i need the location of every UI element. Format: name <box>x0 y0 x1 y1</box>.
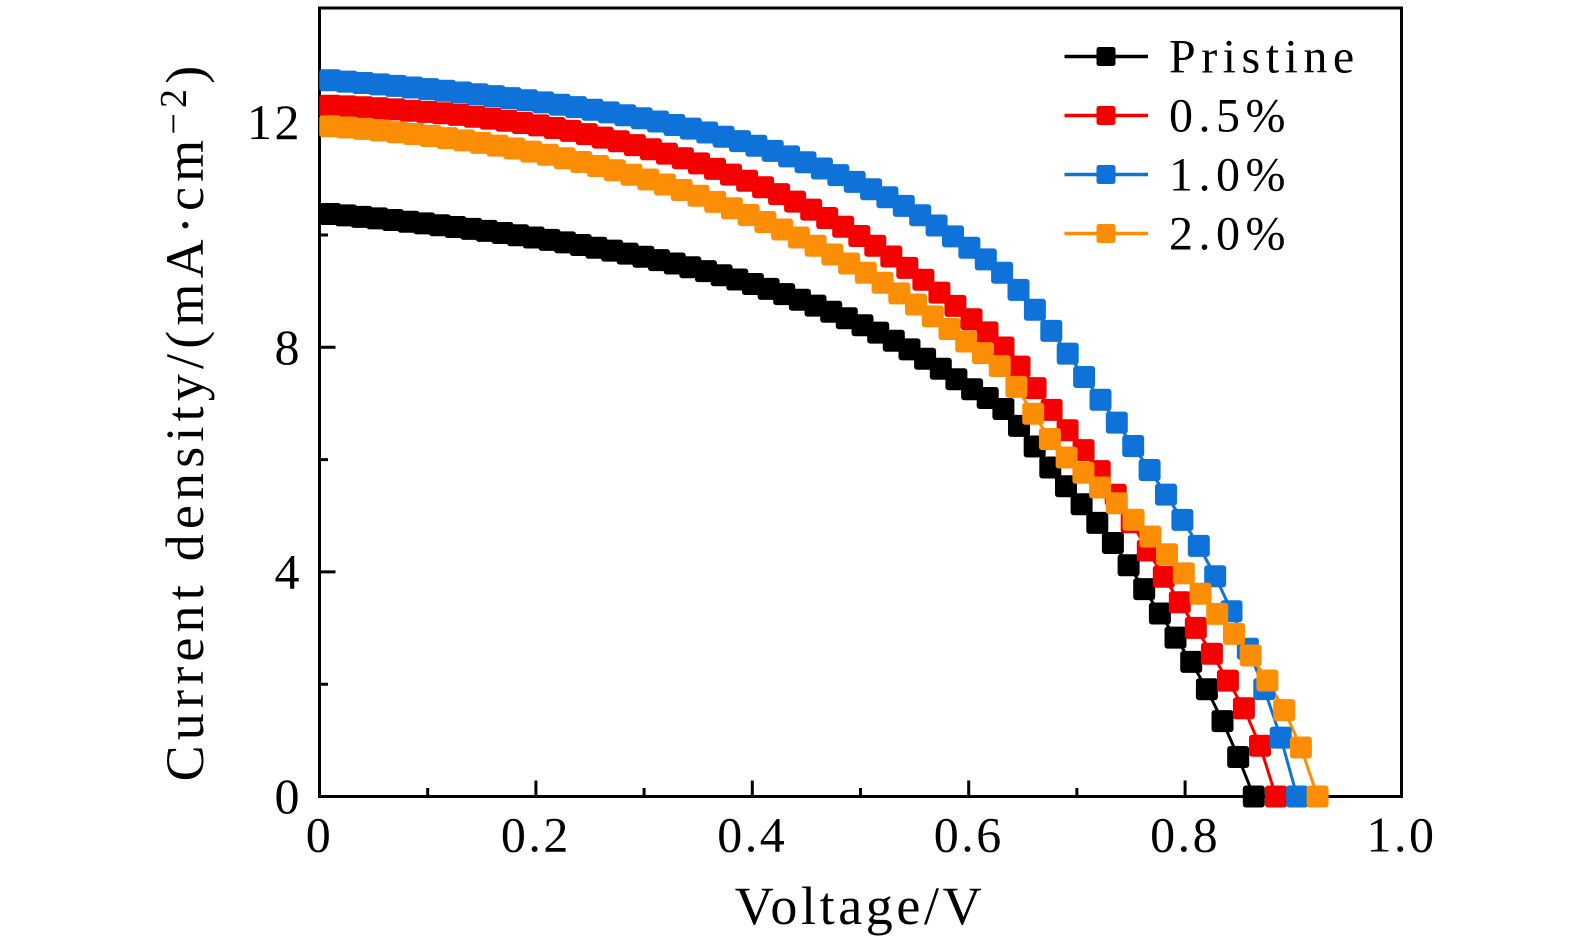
svg-text:2.0%: 2.0% <box>1169 208 1291 261</box>
svg-text:0: 0 <box>275 768 303 824</box>
svg-text:Voltage/V: Voltage/V <box>735 876 985 936</box>
svg-text:0.4: 0.4 <box>717 807 787 863</box>
svg-text:0.5%: 0.5% <box>1169 90 1291 143</box>
svg-text:Pristine: Pristine <box>1169 31 1360 84</box>
svg-text:4: 4 <box>275 543 303 599</box>
svg-text:Current density/(mA·cm−2): Current density/(mA·cm−2) <box>153 61 215 782</box>
svg-text:12: 12 <box>247 94 302 150</box>
svg-text:1.0%: 1.0% <box>1169 149 1291 202</box>
svg-text:0.8: 0.8 <box>1150 807 1220 863</box>
svg-text:1.0: 1.0 <box>1367 807 1437 863</box>
svg-text:8: 8 <box>275 319 303 375</box>
svg-text:0: 0 <box>306 807 334 863</box>
svg-text:0.6: 0.6 <box>934 807 1004 863</box>
svg-text:0.2: 0.2 <box>501 807 571 863</box>
